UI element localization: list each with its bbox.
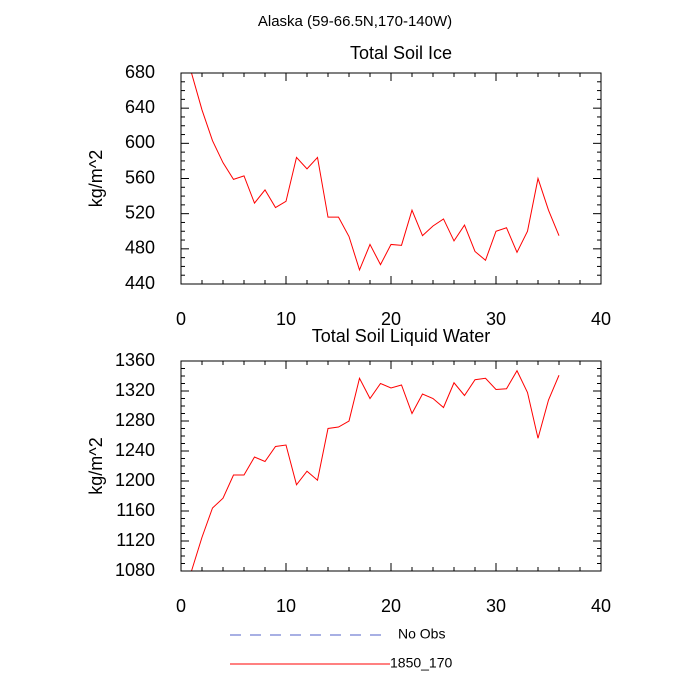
data-line (191, 72, 560, 272)
x-tick-label: 20 (381, 309, 401, 329)
x-tick-label: 0 (176, 596, 186, 616)
legend-label: No Obs (398, 626, 445, 642)
x-tick-label: 0 (176, 309, 186, 329)
x-tick-label: 30 (486, 309, 506, 329)
legend-label: 1850_170 (390, 655, 453, 671)
panel-title: Total Soil Ice (350, 43, 452, 63)
x-tick-label: 10 (276, 596, 296, 616)
x-tick-label: 40 (591, 596, 611, 616)
y-tick-label: 1120 (116, 530, 155, 550)
plot-frame (180, 72, 602, 285)
x-tick-label: 30 (486, 596, 506, 616)
y-axis-label: kg/m^2 (86, 150, 106, 207)
figure-title: Alaska (59-66.5N,170-140W) (258, 13, 452, 30)
y-tick-label: 1320 (115, 380, 155, 400)
x-tick-label: 20 (381, 596, 401, 616)
data-line (191, 369, 560, 572)
y-tick-label: 680 (125, 62, 155, 82)
y-tick-label: 1080 (115, 560, 155, 580)
y-tick-label: 1360 (115, 350, 155, 370)
y-tick-label: 1200 (115, 470, 155, 490)
x-tick-label: 10 (276, 309, 296, 329)
y-tick-label: 1240 (115, 440, 155, 460)
panel-title: Total Soil Liquid Water (312, 326, 490, 346)
y-tick-label: 1280 (115, 410, 155, 430)
y-tick-label: 600 (125, 132, 155, 152)
y-tick-label: 480 (125, 238, 155, 258)
y-tick-label: 640 (125, 97, 155, 117)
y-tick-label: 440 (125, 273, 155, 293)
x-tick-label: 40 (591, 309, 611, 329)
y-axis-label: kg/m^2 (86, 437, 106, 494)
y-tick-label: 1160 (116, 500, 155, 520)
y-tick-label: 560 (125, 167, 155, 187)
plot-frame (180, 360, 602, 572)
y-tick-label: 520 (125, 202, 155, 222)
